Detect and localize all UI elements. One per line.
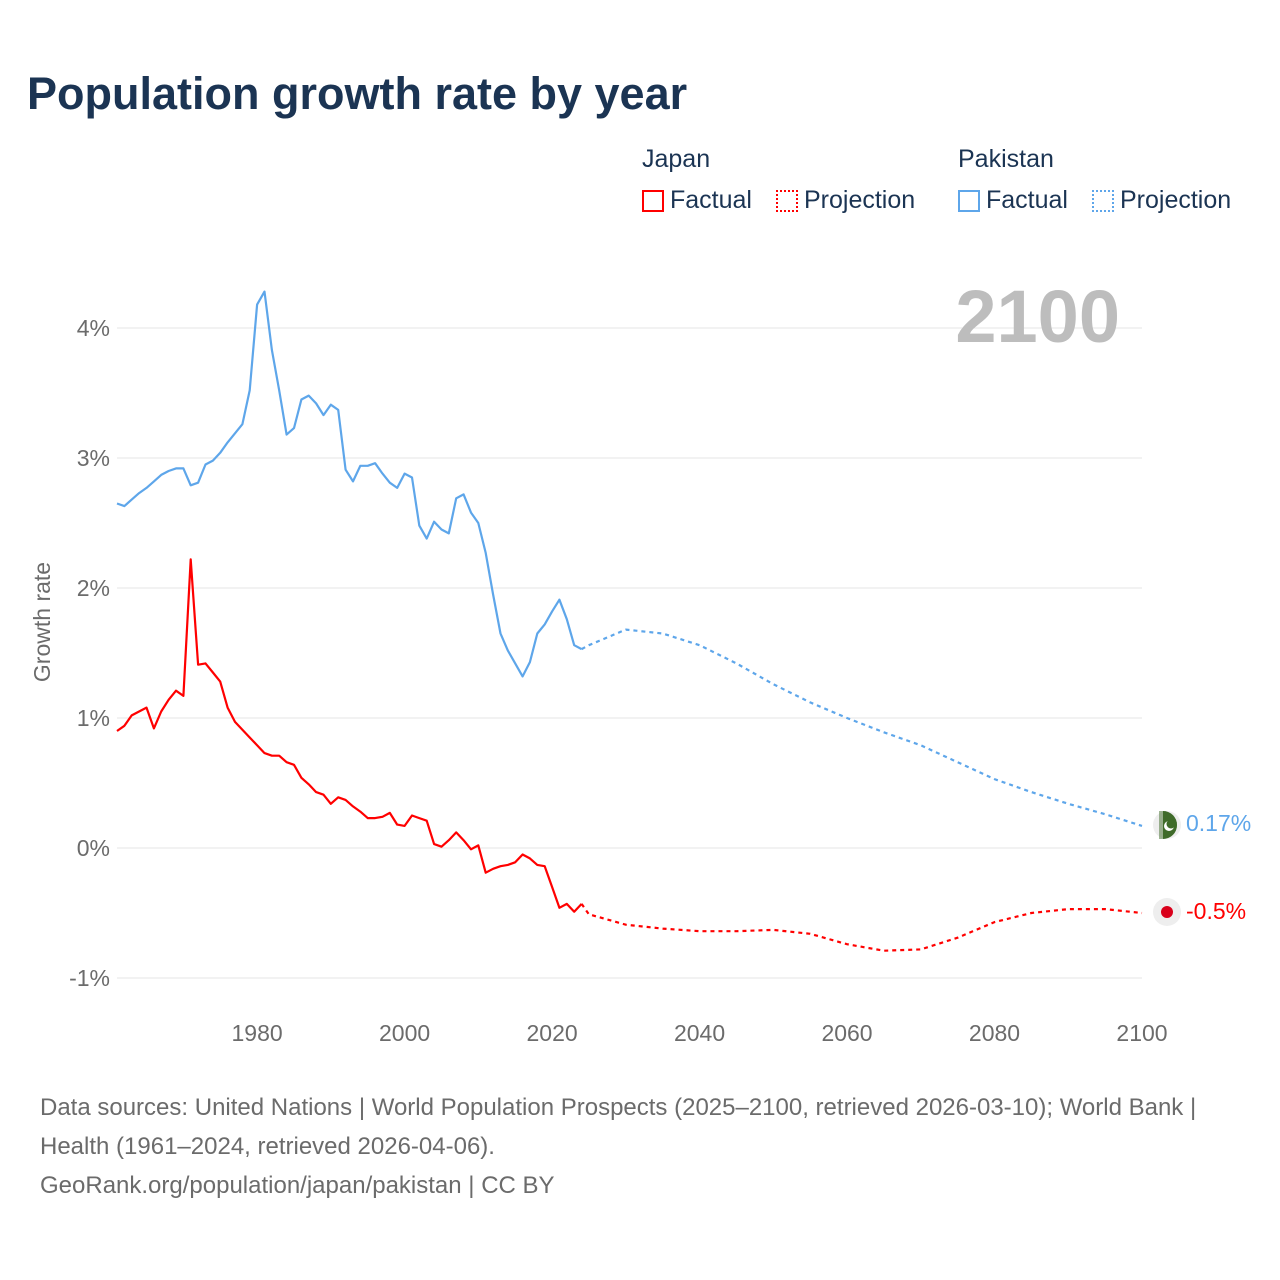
- legend-swatch-dotted: [1092, 189, 1114, 212]
- japan-end-label: -0.5%: [1186, 898, 1246, 924]
- x-tick-label: 2040: [674, 1020, 725, 1046]
- legend-pakistan-projection[interactable]: Projection: [1092, 186, 1231, 215]
- japan-projection-line: [580, 903, 1143, 952]
- legend-swatch-solid: [642, 189, 664, 212]
- legend-swatch-dotted: [776, 189, 798, 212]
- x-tick-label: 2100: [1116, 1020, 1167, 1046]
- pakistan-projection-line: [581, 628, 1143, 827]
- legend-swatch-solid: [958, 189, 980, 212]
- x-tick-label: 2000: [379, 1020, 430, 1046]
- japan-flag-icon: [1161, 906, 1173, 918]
- y-tick-label: 4%: [77, 315, 110, 341]
- x-tick-label: 2080: [969, 1020, 1020, 1046]
- year-badge: 2100: [955, 275, 1120, 358]
- y-tick-label: 2%: [77, 575, 110, 601]
- pakistan-flag-icon: [1159, 811, 1177, 839]
- japan-end-marker: [1153, 898, 1181, 926]
- legend-group-pakistan: Pakistan: [958, 145, 1054, 173]
- y-axis-label: Growth rate: [29, 562, 55, 682]
- legend-japan-projection[interactable]: Projection: [776, 186, 915, 215]
- data-sources: Data sources: United Nations | World Pop…: [40, 1094, 1197, 1160]
- pakistan-end-label: 0.17%: [1186, 810, 1251, 836]
- pakistan-end-marker: [1153, 811, 1181, 839]
- x-tick-label: 2020: [526, 1020, 577, 1046]
- legend-label: Factual: [986, 186, 1068, 214]
- legend-group-japan: Japan: [642, 145, 711, 173]
- legend-label: Projection: [804, 186, 916, 214]
- footer: Data sources: United Nations | World Pop…: [40, 1088, 1240, 1205]
- pakistan-factual-line: [116, 290, 583, 678]
- legend-pakistan-factual[interactable]: Factual: [958, 186, 1068, 215]
- y-tick-label: 0%: [77, 835, 110, 861]
- japan-factual-line: [116, 558, 583, 913]
- chart-title: Population growth rate by year: [27, 68, 688, 119]
- y-tick-label: -1%: [69, 965, 110, 991]
- x-tick-label: 2060: [821, 1020, 872, 1046]
- y-tick-label: 3%: [77, 445, 110, 471]
- legend-label: Projection: [1120, 186, 1232, 214]
- credit-link[interactable]: GeoRank.org/population/japan/pakistan | …: [40, 1172, 555, 1199]
- legend-label: Factual: [670, 186, 752, 214]
- y-tick-label: 1%: [77, 705, 110, 731]
- legend-japan-factual[interactable]: Factual: [642, 186, 752, 215]
- x-tick-label: 1980: [232, 1020, 283, 1046]
